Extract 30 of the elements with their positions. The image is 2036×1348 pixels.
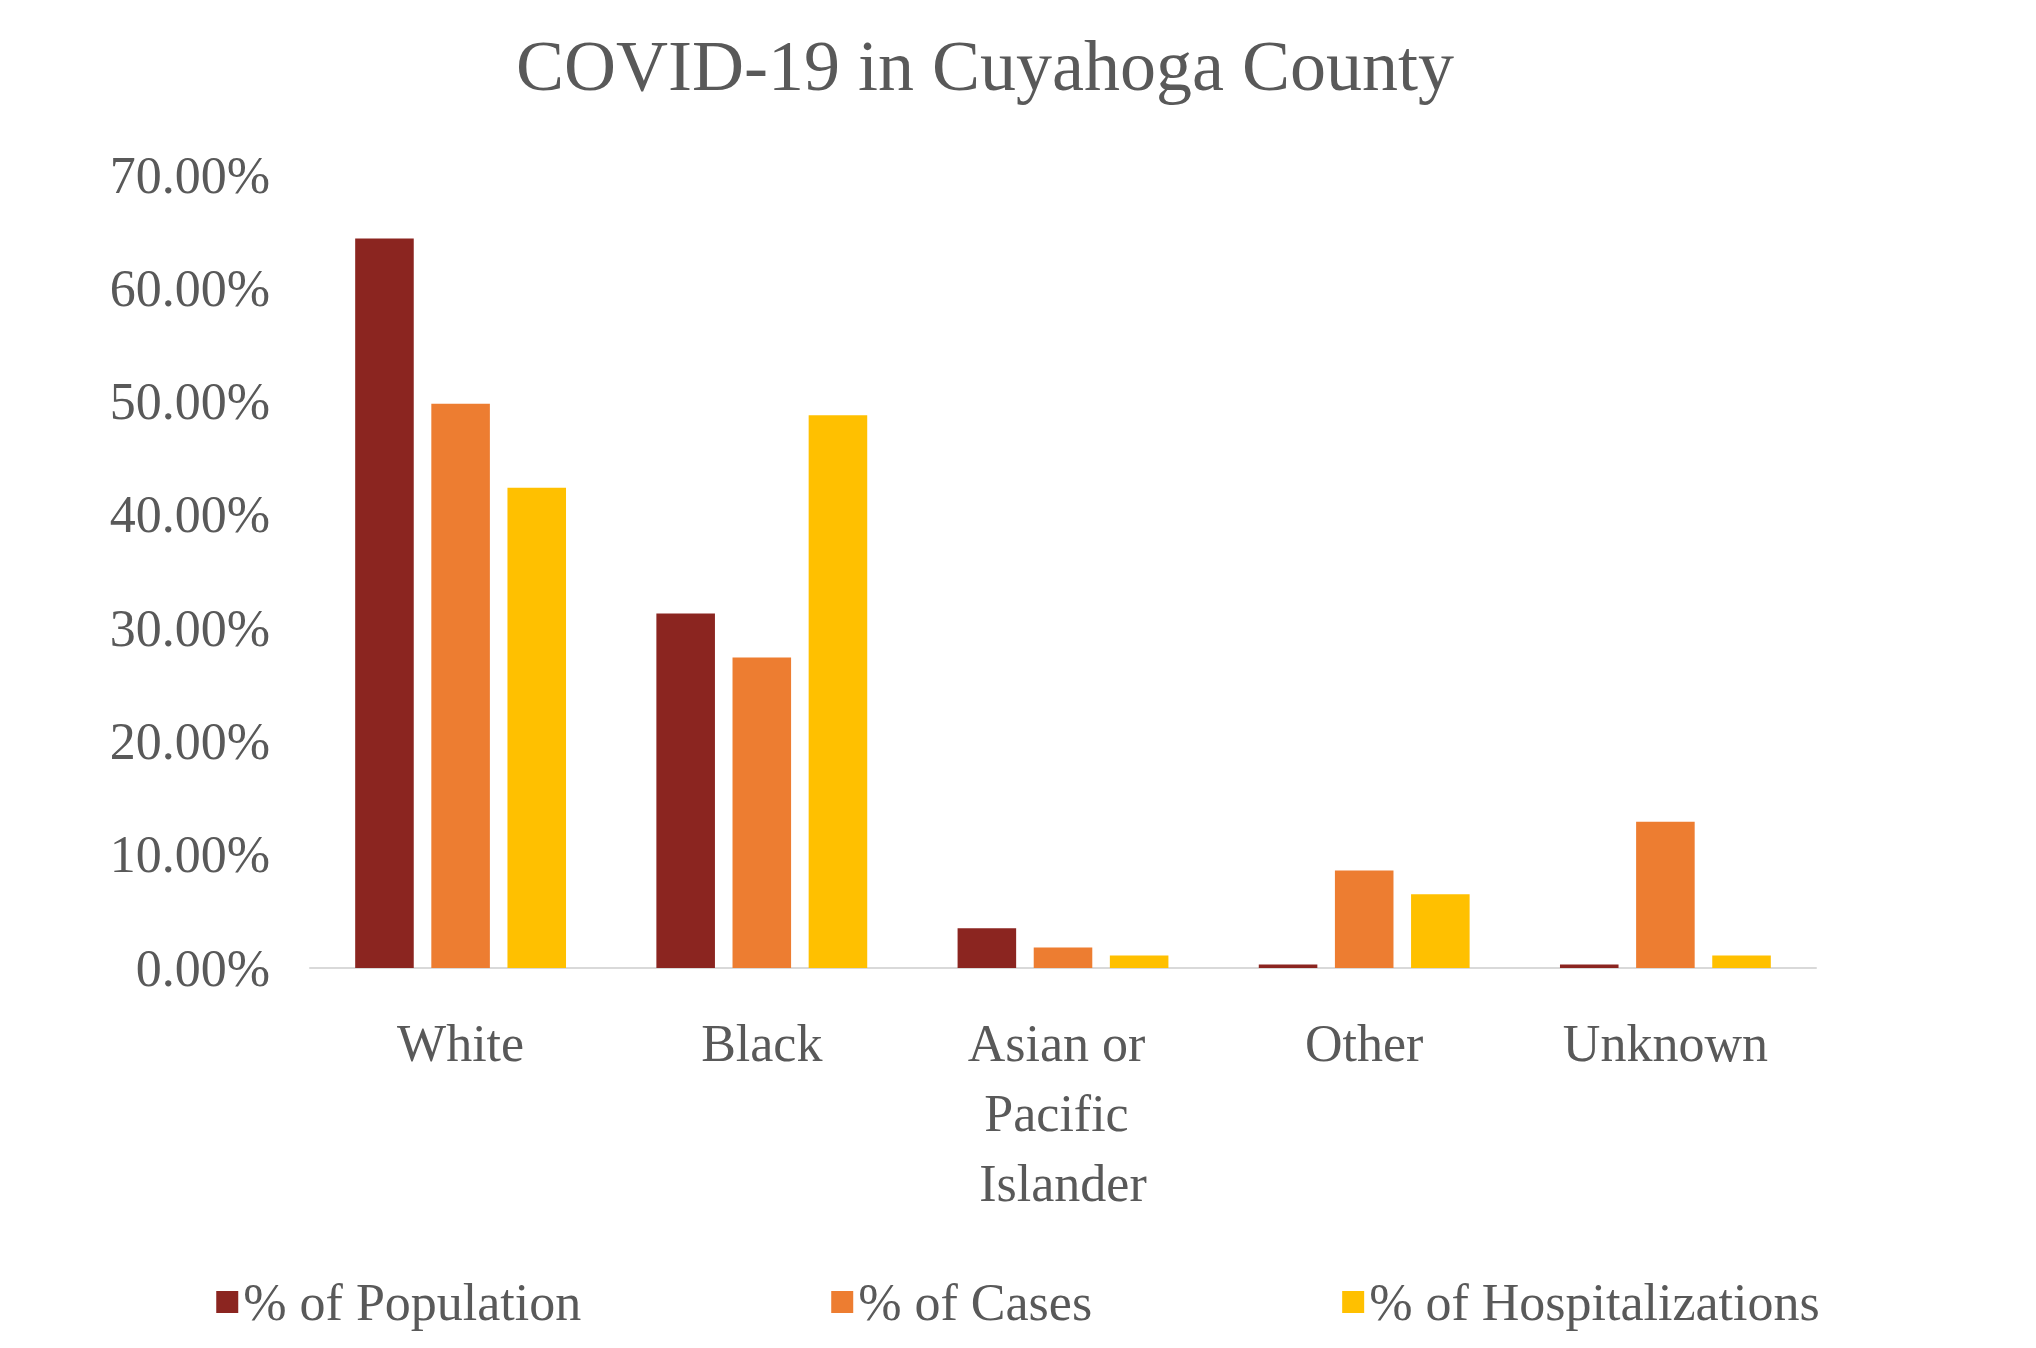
y-tick-label: 40.00%	[109, 486, 270, 544]
chart-title: COVID-19 in Cuyahoga County	[516, 26, 1454, 106]
x-tick-label: Black	[701, 1014, 823, 1072]
y-tick-label: 20.00%	[109, 712, 270, 770]
legend-label: % of Cases	[858, 1273, 1093, 1331]
x-tick-label: White	[397, 1014, 525, 1072]
bar	[1636, 821, 1695, 968]
bar	[1109, 955, 1169, 968]
legend-label: % of Population	[243, 1273, 582, 1331]
y-tick-label: 60.00%	[109, 259, 270, 317]
y-tick-label: 70.00%	[109, 146, 270, 204]
bar	[656, 613, 715, 968]
bar	[1033, 947, 1093, 968]
bar	[1334, 870, 1394, 968]
y-tick-label: 0.00%	[135, 939, 270, 997]
bar	[355, 238, 414, 968]
x-tick-label: Other	[1305, 1014, 1424, 1072]
bar	[957, 928, 1017, 968]
legend-label: % of Hospitalizations	[1369, 1273, 1820, 1331]
y-tick-label: 50.00%	[109, 373, 270, 431]
y-tick-label: 10.00%	[109, 826, 270, 884]
x-tick-label: Unknown	[1562, 1014, 1768, 1072]
bar	[808, 415, 868, 968]
x-tick-label: Asian or Pacific Islander	[967, 1014, 1159, 1212]
bar	[507, 487, 567, 968]
bar	[431, 403, 490, 968]
bar	[732, 657, 792, 968]
bar	[1712, 955, 1771, 968]
y-tick-label: 30.00%	[109, 599, 270, 657]
bar	[1411, 894, 1470, 968]
